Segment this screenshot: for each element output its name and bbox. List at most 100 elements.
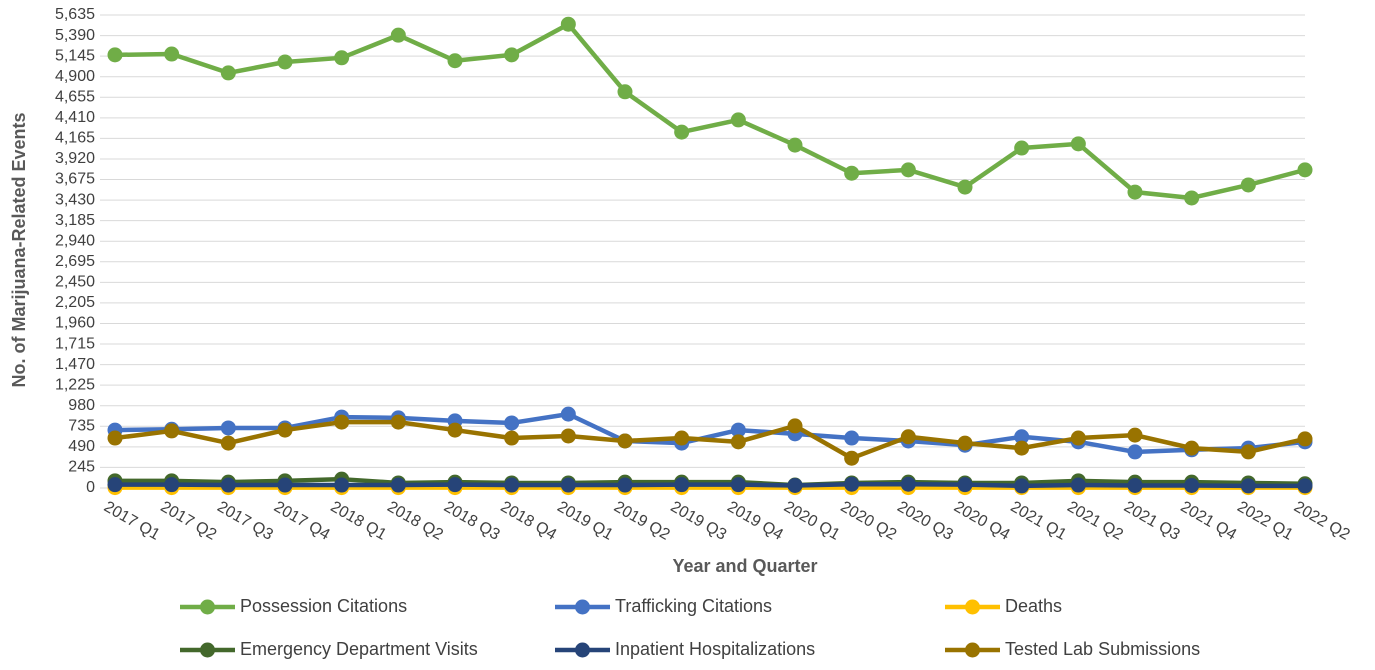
data-point (1127, 444, 1143, 460)
series-line (115, 481, 1305, 489)
x-tick-label: 2021 Q1 (1008, 498, 1070, 543)
y-tick-label: 3,675 (55, 171, 95, 188)
y-tick-label: 1,225 (55, 376, 95, 393)
data-point (1127, 427, 1143, 443)
x-tick-label: 2021 Q2 (1064, 498, 1126, 543)
data-point (674, 430, 690, 446)
y-tick-label: 735 (68, 418, 95, 435)
data-point (1184, 477, 1200, 493)
data-point (390, 27, 406, 43)
data-point (730, 477, 746, 493)
data-point (730, 422, 746, 438)
data-point (787, 137, 803, 153)
data-point (957, 477, 973, 493)
x-tick-label: 2018 Q2 (384, 498, 446, 543)
y-tick-label: 4,655 (55, 88, 95, 105)
data-point (1070, 477, 1086, 493)
data-point (220, 435, 236, 451)
data-point (844, 430, 860, 446)
data-point (390, 414, 406, 430)
x-tick-label: 2017 Q2 (158, 498, 220, 543)
y-tick-label: 3,185 (55, 212, 95, 229)
data-point (107, 430, 123, 446)
legend-marker (575, 642, 590, 658)
series-line (114, 21, 1306, 201)
data-point (674, 124, 690, 140)
data-point (504, 477, 520, 493)
data-point (900, 162, 916, 178)
data-point (447, 477, 463, 493)
x-tick-label: 2017 Q4 (271, 498, 333, 543)
data-point (560, 477, 576, 493)
data-point (107, 47, 123, 63)
data-point (334, 414, 350, 430)
data-point (164, 423, 180, 439)
data-point (504, 47, 520, 63)
data-point (220, 420, 236, 436)
y-tick-label: 4,900 (55, 68, 95, 85)
series-line (115, 476, 1306, 488)
data-point (1127, 477, 1143, 493)
data-point (560, 406, 576, 422)
data-point (334, 477, 350, 493)
legend-item: Inpatient Hospitalizations (615, 639, 815, 659)
x-tick-label: 2018 Q4 (498, 498, 560, 543)
y-axis-title: No. of Marijuana-Related Events (9, 112, 29, 387)
data-point (1014, 440, 1030, 456)
x-tick-label: 2019 Q2 (611, 498, 673, 543)
data-point (504, 430, 520, 446)
x-tick-label: 2019 Q1 (554, 498, 616, 543)
data-point (1014, 140, 1030, 156)
x-tick-label: 2018 Q1 (328, 498, 390, 543)
x-tick-label: 2017 Q1 (101, 498, 163, 543)
x-tick-label: 2020 Q2 (838, 498, 900, 543)
y-tick-label: 0 (86, 479, 95, 496)
y-tick-label: 245 (68, 459, 95, 476)
data-point (1297, 162, 1313, 178)
x-tick-label: 2020 Q4 (951, 498, 1013, 543)
legend-item: Deaths (1005, 596, 1062, 616)
data-point (1127, 184, 1143, 200)
data-point (1297, 478, 1313, 494)
series-line (114, 411, 1306, 455)
x-tick-label: 2020 Q1 (781, 498, 843, 543)
y-tick-label: 2,205 (55, 294, 95, 311)
data-point (844, 476, 860, 492)
data-point (1240, 444, 1256, 460)
data-point (787, 418, 803, 434)
legend-marker (200, 642, 215, 658)
data-point (277, 422, 293, 438)
legend-item: Tested Lab Submissions (1005, 639, 1200, 659)
data-point (617, 477, 633, 493)
y-tick-label: 5,635 (55, 6, 95, 23)
data-point (900, 429, 916, 445)
y-tick-label: 3,430 (55, 191, 95, 208)
data-point (334, 50, 350, 66)
data-point (1184, 440, 1200, 456)
x-tick-label: 2022 Q2 (1291, 498, 1353, 543)
legend-marker (200, 599, 215, 615)
legend-item: Possession Citations (240, 596, 407, 616)
data-point (1014, 478, 1030, 494)
data-point (1014, 429, 1030, 445)
legend-marker (965, 599, 980, 615)
data-point (504, 415, 520, 431)
x-tick-label: 2021 Q4 (1178, 498, 1240, 543)
y-tick-label: 5,390 (55, 27, 95, 44)
data-point (1240, 478, 1256, 494)
data-point (1297, 431, 1313, 447)
x-tick-label: 2021 Q3 (1121, 498, 1183, 543)
data-point (560, 16, 576, 32)
x-tick-label: 2022 Q1 (1234, 498, 1296, 543)
data-point (1070, 430, 1086, 446)
data-point (277, 477, 293, 493)
x-tick-label: 2019 Q3 (668, 498, 730, 543)
data-point (900, 476, 916, 492)
data-point (730, 434, 746, 450)
data-point (164, 477, 180, 493)
data-point (674, 477, 690, 493)
legend-item: Emergency Department Visits (240, 639, 478, 659)
y-tick-label: 3,920 (55, 150, 95, 167)
legend-marker (575, 599, 590, 615)
data-point (1184, 190, 1200, 206)
